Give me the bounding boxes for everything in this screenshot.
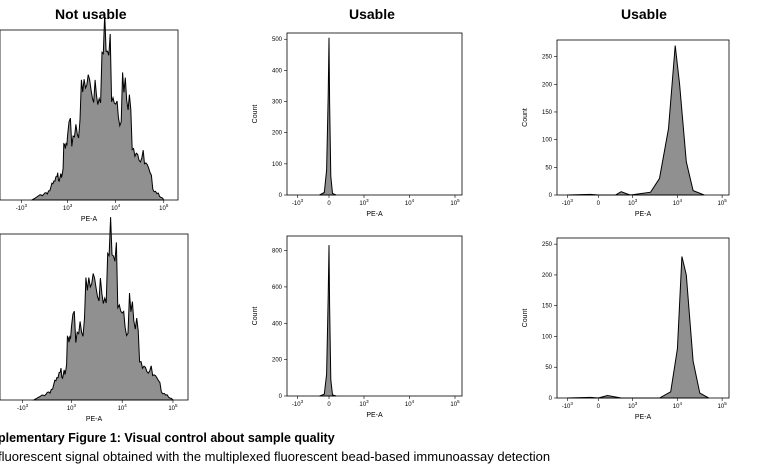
plot-frame <box>0 233 189 401</box>
y-tick-label: 600 <box>272 285 283 291</box>
y-tick-label: 100 <box>542 334 553 340</box>
histogram-area <box>319 245 337 397</box>
histogram-area <box>32 217 175 401</box>
x-axis-label: PE-A <box>366 211 383 218</box>
histogram-area <box>319 37 337 196</box>
histogram-area <box>567 256 709 399</box>
x-tick-label: 0 <box>597 404 601 410</box>
x-tick-label: 104 <box>118 403 128 412</box>
y-tick-label: 50 <box>545 165 552 171</box>
y-tick-label: 100 <box>542 138 553 144</box>
histogram-area <box>30 13 165 201</box>
x-tick-label: 104 <box>673 401 683 410</box>
x-tick-label: 105 <box>718 198 728 207</box>
x-tick-label: 105 <box>450 399 460 408</box>
y-axis-label: Count <box>252 105 259 124</box>
x-tick-label: -103 <box>562 198 574 207</box>
x-tick-label: 105 <box>450 198 460 207</box>
x-tick-label: 0 <box>597 201 601 207</box>
y-tick-label: 200 <box>542 273 553 279</box>
y-tick-label: 150 <box>542 110 553 116</box>
histogram-area <box>567 45 705 196</box>
column-header-usable-1: Usable <box>349 6 395 22</box>
y-axis-label: Count <box>522 309 529 328</box>
y-tick-label: 400 <box>272 321 283 327</box>
y-tick-label: 0 <box>279 193 283 199</box>
x-tick-label: -103 <box>17 403 29 412</box>
y-tick-label: 800 <box>272 249 283 255</box>
y-tick-label: 0 <box>279 394 283 400</box>
y-tick-label: 250 <box>542 55 553 61</box>
x-tick-label: 103 <box>67 403 77 412</box>
x-tick-label: -103 <box>16 203 28 212</box>
y-axis-label: Count <box>252 307 259 326</box>
plot-frame <box>556 237 730 399</box>
y-tick-label: 200 <box>272 358 283 364</box>
figure-caption-text: fluorescent signal obtained with the mul… <box>0 449 551 464</box>
y-tick-label: 300 <box>272 100 283 106</box>
x-axis-label: PE-A <box>81 216 98 223</box>
x-tick-label: 103 <box>359 399 369 408</box>
y-tick-label: 100 <box>272 162 283 168</box>
y-tick-label: 0 <box>549 193 553 199</box>
x-axis-label: PE-A <box>366 412 383 419</box>
column-header-not-usable: Not usable <box>55 6 127 22</box>
y-tick-label: 200 <box>272 131 283 137</box>
figure-caption-title: plementary Figure 1: Visual control abou… <box>0 431 335 445</box>
x-tick-label: -103 <box>562 401 574 410</box>
y-tick-label: 250 <box>542 242 553 248</box>
y-tick-label: 50 <box>545 365 552 371</box>
x-tick-label: 103 <box>628 401 638 410</box>
x-tick-label: 103 <box>359 198 369 207</box>
x-tick-label: 104 <box>405 399 415 408</box>
y-axis-label: Count <box>522 108 529 127</box>
y-tick-label: 200 <box>542 82 553 88</box>
plot-frame <box>556 39 730 196</box>
plot-frame <box>286 32 463 196</box>
y-tick-label: 0 <box>549 396 553 402</box>
column-header-usable-2: Usable <box>621 6 667 22</box>
plot-frame <box>286 235 463 397</box>
x-tick-label: 105 <box>718 401 728 410</box>
x-tick-label: 104 <box>673 198 683 207</box>
x-tick-label: -103 <box>292 198 304 207</box>
x-axis-label: PE-A <box>86 416 103 423</box>
y-tick-label: 150 <box>542 304 553 310</box>
x-axis-label: PE-A <box>635 211 652 218</box>
x-tick-label: 0 <box>327 201 331 207</box>
x-tick-label: 103 <box>628 198 638 207</box>
x-axis-label: PE-A <box>635 414 652 421</box>
x-tick-label: 105 <box>159 203 169 212</box>
x-tick-label: 0 <box>327 402 331 408</box>
x-tick-label: 103 <box>63 203 73 212</box>
x-tick-label: 104 <box>111 203 121 212</box>
y-tick-label: 500 <box>272 37 283 43</box>
y-tick-label: 400 <box>272 68 283 74</box>
x-tick-label: -103 <box>292 399 304 408</box>
plot-frame <box>0 29 179 201</box>
x-tick-label: 105 <box>168 403 178 412</box>
x-tick-label: 104 <box>405 198 415 207</box>
